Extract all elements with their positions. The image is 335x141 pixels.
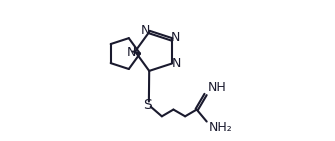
Text: NH: NH [208, 81, 227, 94]
Text: N: N [127, 46, 136, 59]
Text: N: N [171, 31, 180, 44]
Text: S: S [143, 98, 151, 112]
Text: N: N [141, 24, 150, 37]
Text: NH₂: NH₂ [209, 121, 233, 134]
Text: N: N [172, 57, 181, 70]
